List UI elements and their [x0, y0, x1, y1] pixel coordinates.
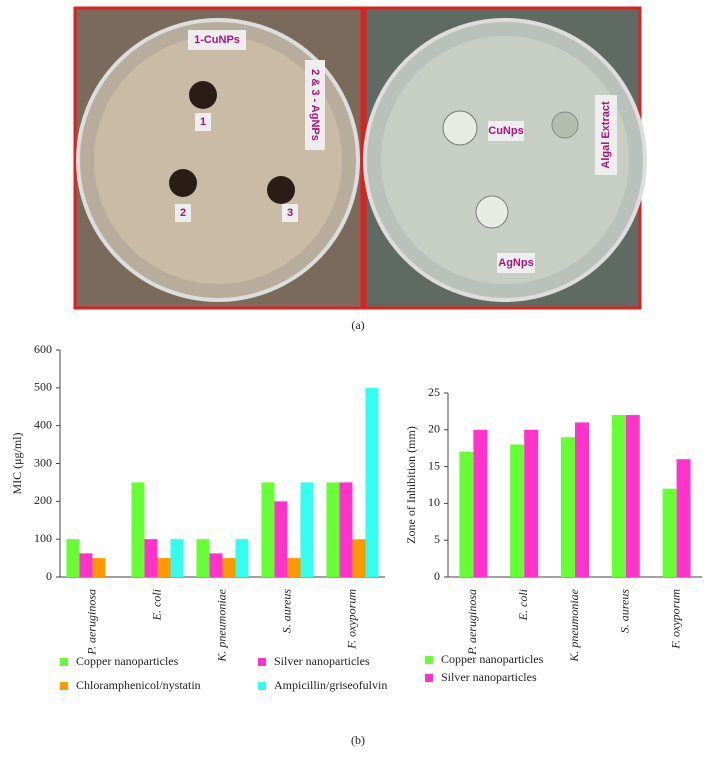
well	[442, 110, 478, 146]
bar	[300, 482, 314, 577]
bar	[662, 488, 677, 577]
legend-label: Chloramphenicol/nystatin	[76, 678, 201, 692]
well-label: 3	[287, 207, 293, 219]
plate-label: AgNps	[498, 257, 533, 269]
caption: (a)	[351, 318, 364, 332]
bar	[222, 558, 236, 577]
x-tick-label: F. oxyporum	[344, 589, 358, 650]
well	[267, 176, 295, 204]
label-tag	[488, 121, 524, 141]
x-tick-label: S. aureus	[279, 589, 293, 634]
well-label: 2	[180, 207, 186, 219]
x-tick-label: F. oxyporum	[668, 589, 682, 650]
legend-swatch	[60, 682, 68, 690]
x-tick-label: P. aeruginosa	[84, 589, 98, 656]
y-axis-label: Zone of Inhibition (mm)	[404, 426, 418, 544]
bar	[326, 482, 340, 577]
legend-label: Copper nanoparticles	[441, 652, 544, 666]
y-tick-label: 20	[428, 422, 440, 436]
y-tick-label: 10	[428, 495, 440, 509]
well	[551, 111, 579, 139]
bar	[339, 482, 353, 577]
y-tick-label: 0	[46, 569, 52, 583]
bar	[473, 429, 488, 577]
caption: (b)	[351, 733, 365, 747]
bar	[209, 553, 223, 577]
label-tag	[305, 60, 325, 150]
well	[475, 195, 509, 229]
bar	[287, 558, 301, 577]
bar	[157, 558, 171, 577]
y-tick-label: 25	[428, 385, 440, 399]
bar	[365, 387, 379, 577]
y-tick-label: 200	[34, 493, 52, 507]
bar	[611, 415, 626, 577]
x-tick-label: K. pneumoniae	[567, 588, 581, 662]
legend-label: Copper nanoparticles	[76, 654, 179, 668]
legend-swatch	[258, 682, 266, 690]
y-tick-label: 300	[34, 455, 52, 469]
y-tick-label: 100	[34, 531, 52, 545]
bar	[274, 501, 288, 577]
bar	[235, 539, 249, 577]
bar	[79, 553, 93, 577]
legend-label: Silver nanoparticles	[441, 670, 537, 684]
plate-label: CuNps	[488, 125, 523, 137]
y-axis-label: MIC (μg/ml)	[10, 432, 24, 494]
bar	[510, 444, 525, 577]
bar	[524, 429, 539, 577]
x-tick-label: P. aeruginosa	[465, 589, 479, 656]
bar	[676, 459, 691, 577]
y-tick-label: 500	[34, 380, 52, 394]
label-tag	[497, 253, 535, 273]
agar	[94, 36, 342, 284]
y-tick-label: 0	[434, 569, 440, 583]
x-tick-label: S. aureus	[618, 589, 632, 634]
bar	[261, 482, 275, 577]
label-tag	[175, 204, 191, 222]
legend-label: Silver nanoparticles	[274, 654, 370, 668]
legend-label: Ampicillin/griseofulvin	[274, 678, 387, 692]
bar	[92, 558, 106, 577]
y-tick-label: 5	[434, 532, 440, 546]
bar	[66, 539, 80, 577]
x-tick-label: E. coli	[149, 589, 163, 621]
well-label: 1	[200, 116, 206, 128]
plate-label: 2 & 3 - AgNPs	[309, 69, 321, 141]
bar	[459, 451, 474, 577]
label-tag	[188, 30, 246, 50]
label-tag	[595, 95, 617, 175]
bar	[561, 437, 575, 577]
legend-swatch	[60, 658, 68, 666]
plate-label: 1-CuNPs	[194, 34, 240, 46]
well	[189, 81, 217, 109]
legend-swatch	[425, 656, 433, 664]
bar	[575, 422, 589, 577]
bar	[170, 539, 184, 577]
bar	[196, 539, 210, 577]
y-tick-label: 15	[428, 458, 440, 472]
legend-swatch	[258, 658, 266, 666]
bar	[131, 482, 145, 577]
legend-swatch	[425, 674, 433, 682]
bar	[352, 539, 366, 577]
bar	[144, 539, 158, 577]
well	[169, 169, 197, 197]
plate-label: Algal Extract	[600, 101, 612, 169]
x-tick-label: K. pneumoniae	[214, 588, 228, 662]
bar	[625, 415, 640, 577]
y-tick-label: 600	[34, 342, 52, 356]
y-tick-label: 400	[34, 417, 52, 431]
agar	[381, 36, 629, 284]
label-tag	[195, 113, 211, 131]
label-tag	[282, 204, 298, 222]
x-tick-label: E. coli	[516, 589, 530, 621]
